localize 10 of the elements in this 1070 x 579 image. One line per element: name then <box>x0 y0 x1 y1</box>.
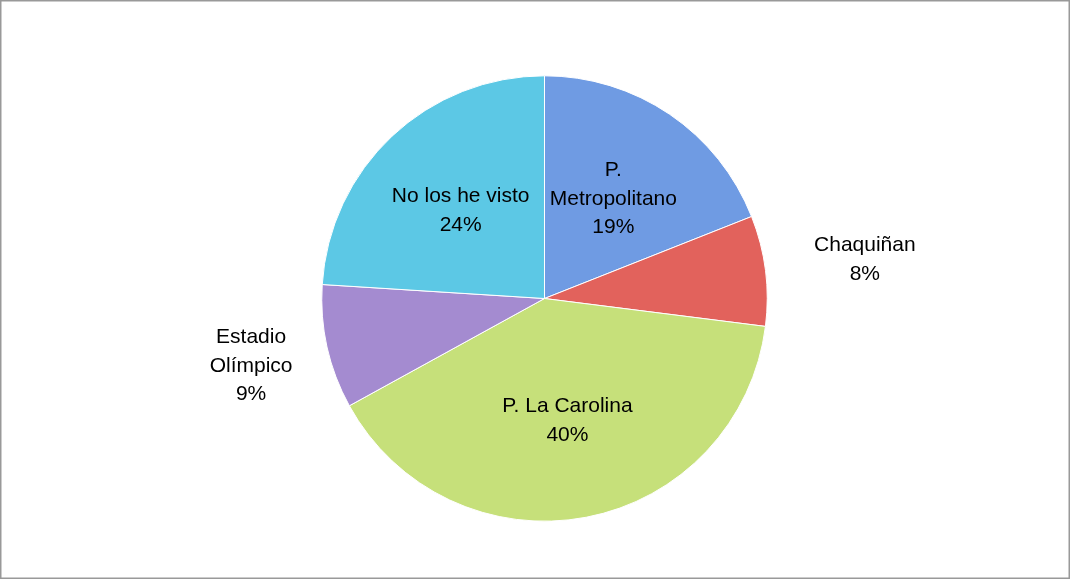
data-label: 24% <box>439 212 482 236</box>
slice-label: No los he visto <box>391 183 530 207</box>
slice-label: P. Metropolitano <box>549 156 677 209</box>
slice-label: Estadio Olímpico <box>209 323 293 376</box>
slice-label: Chaquiñan <box>814 232 916 256</box>
data-label: 9% <box>235 381 267 405</box>
data-label: 40% <box>546 421 589 445</box>
slice-label: P. La Carolina <box>502 392 633 416</box>
data-label: 19% <box>592 214 635 238</box>
data-label: 8% <box>849 260 881 284</box>
